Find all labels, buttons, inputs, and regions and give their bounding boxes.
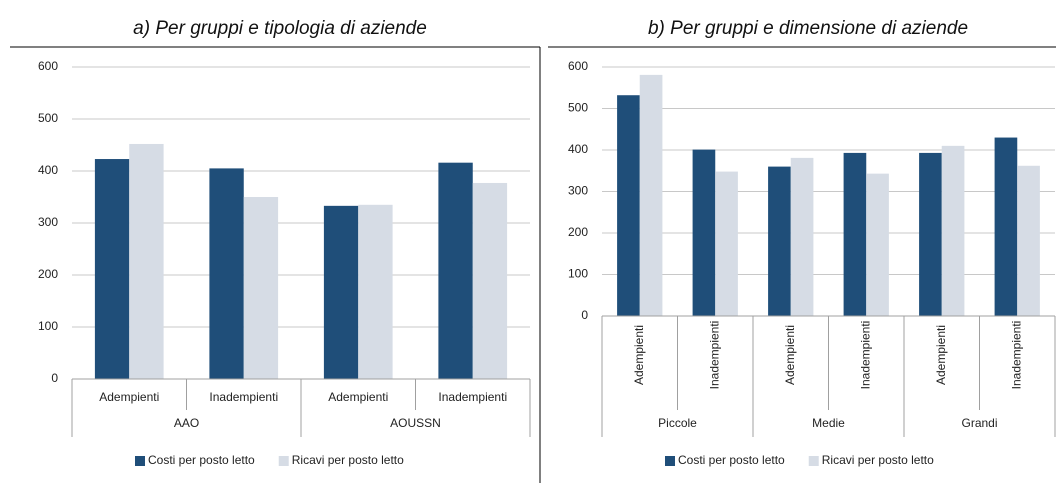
group-label: Medie: [812, 416, 845, 430]
bar: [994, 137, 1018, 316]
x-tick-label: Inadempienti: [438, 390, 507, 404]
y-tick-label: 100: [568, 267, 588, 281]
chart-title: b) Per gruppi e dimensione di aziende: [648, 18, 968, 39]
x-tick-label: Adempienti: [632, 325, 646, 385]
bar: [692, 149, 716, 316]
group-label: Grandi: [961, 416, 997, 430]
legend-swatch: [665, 456, 675, 466]
y-tick-label: 0: [581, 308, 588, 322]
chart-title: a) Per gruppi e tipologia di aziende: [133, 18, 427, 39]
bar: [941, 145, 965, 316]
legend-label: Ricavi per posto letto: [822, 453, 934, 467]
x-tick-label: Adempienti: [99, 390, 159, 404]
bar: [94, 159, 130, 379]
x-tick-label: Inadempienti: [858, 321, 872, 390]
y-tick-label: 200: [38, 267, 58, 281]
y-tick-label: 300: [568, 184, 588, 198]
bar: [129, 143, 164, 379]
y-tick-label: 600: [568, 59, 588, 73]
legend-label: Costi per posto letto: [148, 453, 255, 467]
y-tick-label: 300: [38, 215, 58, 229]
legend-label: Ricavi per posto letto: [292, 453, 404, 467]
y-tick-label: 400: [568, 142, 588, 156]
bar: [843, 152, 867, 316]
x-tick-label: Inadempienti: [209, 390, 278, 404]
bar: [617, 95, 640, 316]
bar: [768, 166, 791, 316]
bar: [438, 162, 473, 379]
x-tick-label: Inadempienti: [707, 321, 721, 390]
legend-label: Costi per posto letto: [678, 453, 785, 467]
bar: [323, 205, 359, 379]
bar: [209, 168, 244, 379]
y-tick-label: 0: [51, 371, 58, 385]
bar: [358, 204, 393, 379]
y-tick-label: 400: [38, 163, 58, 177]
x-tick-label: Adempienti: [783, 325, 797, 385]
bar: [639, 74, 663, 316]
bar: [715, 171, 738, 316]
group-label: AAO: [174, 416, 199, 430]
group-label: Piccole: [658, 416, 697, 430]
bar: [472, 182, 508, 379]
y-tick-label: 200: [568, 225, 588, 239]
x-tick-label: Inadempienti: [1009, 321, 1023, 390]
bar: [866, 173, 889, 316]
legend-swatch: [808, 456, 819, 466]
bar: [790, 157, 814, 316]
bar: [243, 197, 279, 379]
bar: [919, 152, 942, 316]
x-tick-label: Adempienti: [934, 325, 948, 385]
legend-swatch: [135, 456, 145, 466]
y-tick-label: 500: [38, 111, 58, 125]
x-tick-label: Adempienti: [328, 390, 388, 404]
y-tick-label: 600: [38, 59, 58, 73]
legend-swatch: [278, 456, 289, 466]
bar: [1017, 165, 1040, 316]
group-label: AOUSSN: [390, 416, 441, 430]
y-tick-label: 500: [568, 101, 588, 115]
y-tick-label: 100: [38, 319, 58, 333]
